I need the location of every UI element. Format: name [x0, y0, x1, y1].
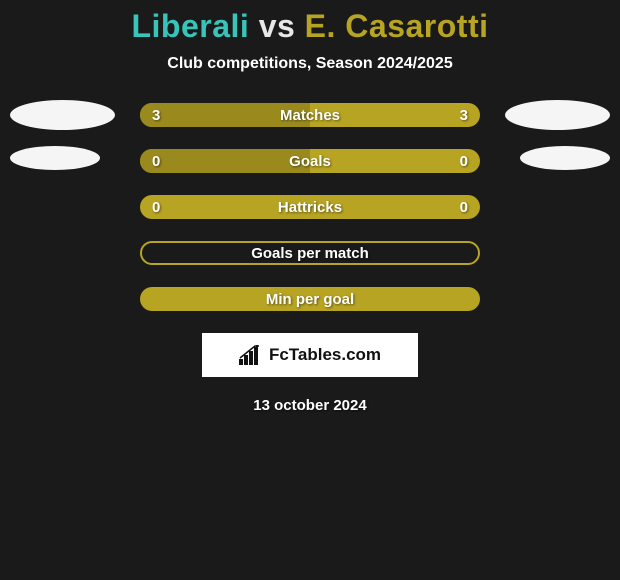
stat-value-left: 0 [152, 199, 160, 216]
player2-badge-icon [520, 146, 610, 170]
comparison-card: Liberali vs E. Casarotti Club competitio… [0, 0, 620, 414]
stat-bar: Goals per match [140, 241, 480, 265]
vs-separator: vs [259, 8, 296, 44]
stat-label: Min per goal [266, 291, 354, 308]
stat-value-right: 0 [460, 199, 468, 216]
stat-label: Matches [280, 107, 340, 124]
stat-row-hattricks: 0 Hattricks 0 [140, 195, 480, 219]
player2-name: E. Casarotti [305, 8, 489, 44]
stat-value-right: 0 [460, 153, 468, 170]
player1-badge-icon [10, 146, 100, 170]
stat-value-left: 3 [152, 107, 160, 124]
page-title: Liberali vs E. Casarotti [131, 8, 488, 45]
player1-badge-icon [10, 100, 115, 130]
date-label: 13 october 2024 [253, 397, 366, 414]
stat-bar: Min per goal [140, 287, 480, 311]
player2-badge-icon [505, 100, 610, 130]
stat-label: Hattricks [278, 199, 342, 216]
stat-row-matches: 3 Matches 3 [140, 103, 480, 127]
fctables-logo[interactable]: FcTables.com [202, 333, 418, 377]
player1-name: Liberali [131, 8, 249, 44]
bar-chart-icon [239, 345, 263, 365]
stat-bar: 0 Hattricks 0 [140, 195, 480, 219]
stat-label: Goals per match [251, 245, 369, 262]
logo-text: FcTables.com [269, 345, 381, 365]
stat-label: Goals [289, 153, 331, 170]
stat-value-right: 3 [460, 107, 468, 124]
subtitle: Club competitions, Season 2024/2025 [167, 55, 452, 73]
stat-value-left: 0 [152, 153, 160, 170]
stat-bar: 0 Goals 0 [140, 149, 480, 173]
stats-list: 3 Matches 3 0 Goals 0 0 Hattricks 0 [0, 103, 620, 311]
stat-bar: 3 Matches 3 [140, 103, 480, 127]
stat-row-goals: 0 Goals 0 [140, 149, 480, 173]
stat-row-min-per-goal: Min per goal [140, 287, 480, 311]
stat-row-goals-per-match: Goals per match [140, 241, 480, 265]
